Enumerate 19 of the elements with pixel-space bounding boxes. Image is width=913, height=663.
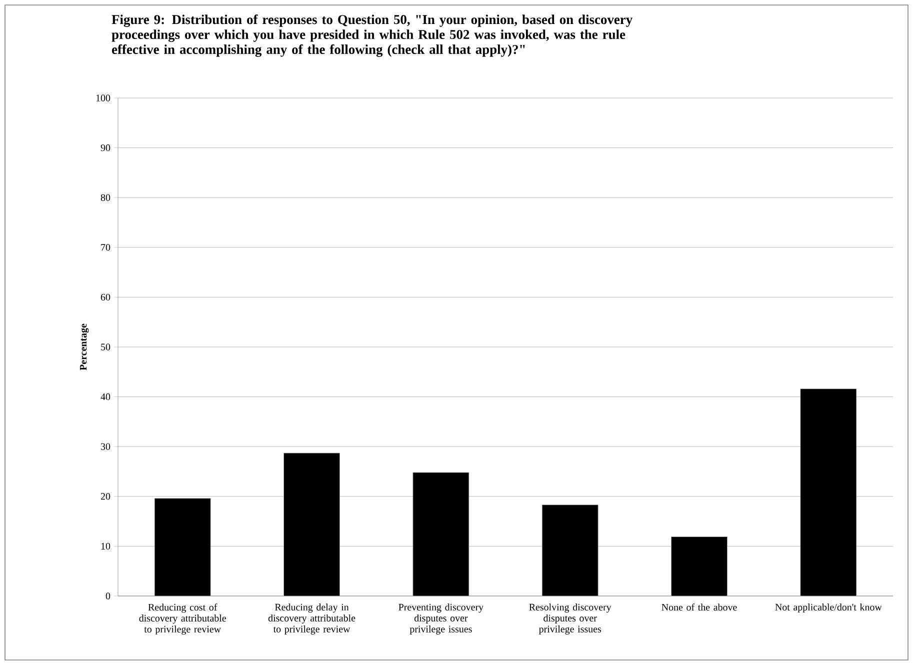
x-tick-label: Preventing discovery disputes over privilege issues [398, 603, 484, 634]
y-tick-label: 50 [101, 344, 110, 350]
y-tick-label: 70 [101, 244, 110, 251]
y-tick-label: 60 [100, 294, 110, 301]
y-tick-label: 100 [96, 94, 110, 102]
y-axis-title: Percentage [80, 324, 89, 370]
x-tick-label: None of the above [662, 604, 737, 611]
x-tick-label: Not applicable/don't know [775, 603, 882, 613]
y-tick-label: 40 [100, 393, 110, 400]
y-tick-label: 30 [101, 443, 110, 450]
y-tick-label: 0 [106, 592, 110, 600]
y-tick-label: 80 [100, 194, 110, 201]
chart-title: Figure 9: Distribution of responses to Question 50, "In your opinion, based on discovery proceedings over which you have presided in which Rule 502 was invoked, was the rule effective in accomplishing any of the following (check all that apply)?" [112, 14, 632, 57]
x-tick-label: Reducing cost of discovery attributable to privilege review [139, 604, 226, 635]
y-tick-label: 20 [100, 493, 110, 500]
x-tick-label: Resolving discovery disputes over privilege issues [529, 603, 612, 634]
y-tick-label: 10 [101, 542, 110, 550]
y-tick-label: 90 [100, 144, 110, 152]
x-tick-label: Reducing delay in discovery attributable to privilege review [268, 603, 356, 634]
